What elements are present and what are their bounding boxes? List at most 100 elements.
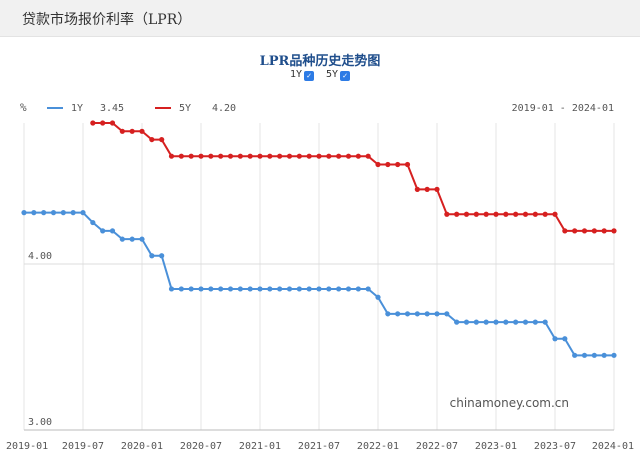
page-title: 贷款市场报价利率（LPR） <box>22 12 192 28</box>
data-point-1y <box>109 228 116 234</box>
data-point-5y <box>109 120 116 126</box>
x-tick-label: 2022-01 <box>357 441 399 452</box>
data-point-5y <box>444 211 450 217</box>
data-point-1y <box>552 336 558 342</box>
data-point-5y <box>218 153 224 159</box>
data-point-1y <box>375 294 381 300</box>
data-point-5y <box>277 153 283 159</box>
data-point-5y <box>208 153 214 159</box>
data-point-1y <box>562 336 568 342</box>
data-point-1y <box>50 210 57 216</box>
data-point-1y <box>149 253 155 259</box>
data-point-1y <box>237 286 243 292</box>
x-tick-label: 2023-01 <box>475 441 517 452</box>
data-point-5y <box>336 153 342 159</box>
data-point-1y <box>178 286 184 292</box>
data-point-5y <box>591 228 597 234</box>
data-point-5y <box>404 161 411 168</box>
data-point-1y <box>129 236 135 242</box>
data-point-1y <box>483 319 489 325</box>
y-unit-label: % <box>20 101 27 114</box>
checkbox-1y-icon[interactable]: ✓ <box>303 71 314 81</box>
x-tick-label: 2020-07 <box>180 441 222 452</box>
series-toggles: 1Y ✓ 5Y ✓ <box>0 69 640 81</box>
data-point-5y <box>257 153 263 159</box>
data-point-5y <box>454 211 460 217</box>
data-point-1y <box>503 319 509 325</box>
data-point-5y <box>365 153 371 159</box>
legend-5y-label[interactable]: 5Y <box>179 103 191 114</box>
data-point-1y <box>247 286 253 292</box>
data-point-5y <box>611 228 617 234</box>
data-point-5y <box>424 186 430 192</box>
data-point-1y <box>385 311 391 317</box>
data-point-1y <box>218 286 224 292</box>
data-point-5y <box>119 128 125 134</box>
data-point-5y <box>159 136 165 143</box>
data-point-1y <box>444 311 450 317</box>
data-point-5y <box>522 211 529 217</box>
data-point-1y <box>316 286 322 292</box>
data-point-1y <box>434 311 440 317</box>
data-point-1y <box>522 319 529 325</box>
x-tick-label: 2021-07 <box>298 441 340 452</box>
legend-1y-label[interactable]: 1Y <box>71 103 83 114</box>
data-point-1y <box>345 286 352 292</box>
data-point-1y <box>286 286 293 292</box>
data-point-1y <box>119 236 125 242</box>
data-point-1y <box>581 352 588 358</box>
data-point-5y <box>316 153 322 159</box>
data-point-5y <box>345 153 352 159</box>
data-point-5y <box>178 153 184 159</box>
toggle-5y-label: 5Y <box>326 69 339 80</box>
data-point-1y <box>188 286 194 292</box>
x-tick-label: 2023-07 <box>534 441 576 452</box>
watermark: chinamoney.com.cn <box>450 396 569 410</box>
data-point-1y <box>100 228 106 234</box>
data-point-1y <box>355 286 361 292</box>
series-1y <box>21 210 617 358</box>
data-point-5y <box>385 161 391 168</box>
data-point-1y <box>208 286 214 292</box>
data-point-5y <box>286 153 293 159</box>
data-point-5y <box>532 211 538 217</box>
data-point-5y <box>237 153 243 159</box>
data-point-1y <box>60 210 66 216</box>
data-point-5y <box>326 153 332 159</box>
data-point-5y <box>562 228 568 234</box>
data-point-1y <box>168 286 175 292</box>
data-point-1y <box>493 319 499 325</box>
data-point-1y <box>473 319 479 325</box>
x-tick-label: 2020-01 <box>121 441 163 452</box>
data-point-1y <box>365 286 371 292</box>
data-point-5y <box>493 211 499 217</box>
toggle-5y[interactable]: 5Y ✓ <box>326 69 351 81</box>
data-point-1y <box>21 210 27 216</box>
data-point-5y <box>198 153 204 159</box>
data-point-1y <box>572 352 578 358</box>
data-point-5y <box>513 211 519 217</box>
data-point-5y <box>168 153 175 159</box>
data-point-5y <box>355 153 361 159</box>
data-point-1y <box>404 311 411 317</box>
data-point-1y <box>513 319 519 325</box>
data-point-1y <box>395 311 401 317</box>
x-tick-label: 2019-01 <box>6 441 48 452</box>
y-tick-label: 4.00 <box>28 251 52 262</box>
data-point-5y <box>483 211 489 217</box>
x-tick-label: 2021-01 <box>239 441 281 452</box>
data-point-1y <box>424 311 430 317</box>
data-point-5y <box>188 153 194 159</box>
checkbox-5y-icon[interactable]: ✓ <box>340 71 351 81</box>
data-point-1y <box>326 286 332 292</box>
data-point-1y <box>601 352 607 358</box>
data-point-5y <box>129 128 135 134</box>
data-point-1y <box>80 210 86 216</box>
toggle-1y[interactable]: 1Y ✓ <box>289 69 314 81</box>
toggle-1y-label: 1Y <box>289 69 302 80</box>
x-tick-label: 2022-07 <box>416 441 458 452</box>
data-point-1y <box>611 352 617 358</box>
y-tick-label: 3.00 <box>28 417 52 428</box>
data-point-1y <box>296 286 302 292</box>
